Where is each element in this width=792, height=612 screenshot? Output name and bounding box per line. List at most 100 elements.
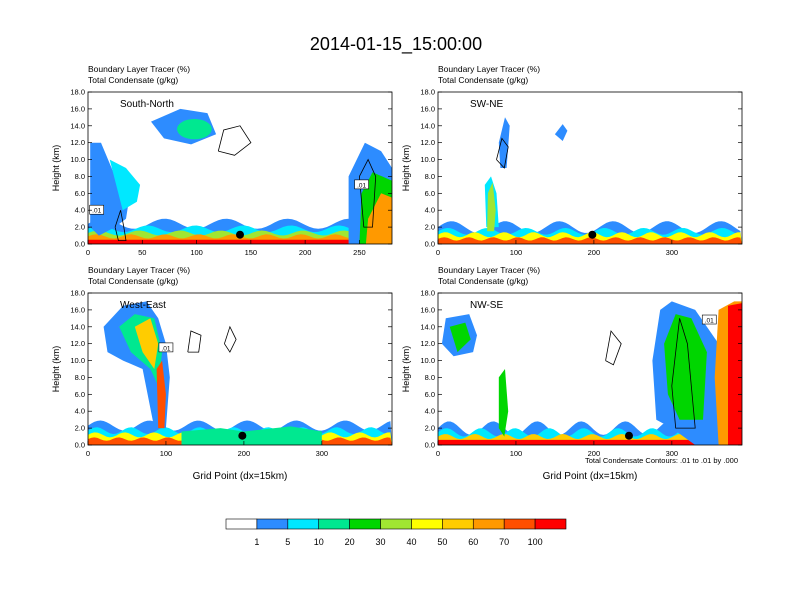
field-plume-core <box>487 182 496 232</box>
panel-label: West-East <box>120 300 166 311</box>
y-tick-label: 6.0 <box>75 390 85 399</box>
y-tick-label: 0.0 <box>425 240 435 249</box>
colorbar-label: 1 <box>254 537 259 547</box>
field-band-100 <box>438 439 742 445</box>
x-tick-label: 300 <box>666 248 679 257</box>
panel-subtitle: Boundary Layer Tracer (%) <box>88 265 190 275</box>
contour-label-box <box>354 179 369 190</box>
field-low-cloud <box>181 426 322 445</box>
panel-subtitle: Total Condensate (g/kg) <box>438 75 528 85</box>
contour-label: .01 <box>705 318 714 325</box>
y-tick-label: 10.0 <box>70 155 85 164</box>
panel-label: South-North <box>120 99 174 110</box>
panel-subtitle: Total Condensate (g/kg) <box>88 276 178 286</box>
panel-subtitle: Total Condensate (g/kg) <box>438 276 528 286</box>
y-tick-label: 12.0 <box>420 138 435 147</box>
contour-label-box <box>89 204 104 215</box>
y-axis-label: Height (km) <box>401 346 411 393</box>
field-cloud-upper-core <box>177 119 212 140</box>
y-tick-label: 4.0 <box>75 407 85 416</box>
colorbar-label: 100 <box>528 537 543 547</box>
x-tick-label: 100 <box>160 449 173 458</box>
colorbar-label: 20 <box>345 537 355 547</box>
colorbar-swatch <box>225 518 258 530</box>
location-marker <box>624 431 633 440</box>
figure-title: 2014-01-15_15:00:00 <box>310 34 482 55</box>
contour-sw-ne-1 <box>496 137 509 169</box>
colorbar-label: 5 <box>285 537 290 547</box>
x-tick-label: 300 <box>666 449 679 458</box>
contour-label: .01 <box>357 182 366 189</box>
y-tick-label: 14.0 <box>70 322 85 331</box>
contour-south-north-2 <box>217 125 252 156</box>
y-tick-label: 6.0 <box>75 189 85 198</box>
x-tick-label: 100 <box>510 248 523 257</box>
field-band-80 <box>438 237 742 244</box>
panel-4: .01.01.0101002003000.02.04.06.08.010.012… <box>401 265 758 482</box>
panel-2: 0 100 200 300 0.0 2.0 4.0 6.0 8.0 10.0 12.0 14.0 16.… <box>401 64 743 257</box>
y-tick-label: 4.0 <box>425 206 435 215</box>
contour-label-box <box>701 314 717 325</box>
colorbar-swatch <box>380 518 412 530</box>
x-tick-label: 250 <box>353 248 366 257</box>
x-tick-label: 200 <box>588 449 601 458</box>
panel-subtitle: Boundary Layer Tracer (%) <box>438 64 540 74</box>
y-tick-label: 2.0 <box>425 424 435 433</box>
field-cloud-small <box>554 124 568 141</box>
y-tick-label: 12.0 <box>70 138 85 147</box>
y-tick-label: 16.0 <box>70 104 85 113</box>
contour-note: Total Condensate Contours: .01 to .01 by… <box>585 456 738 465</box>
field-right-column-core <box>728 303 742 445</box>
field-column-core <box>156 360 166 429</box>
contour-west-east-1 <box>187 330 202 353</box>
y-tick-label: 18.0 <box>70 88 85 97</box>
y-tick-label: 18.0 <box>420 88 435 97</box>
x-tick-label: 0 <box>436 449 440 458</box>
y-tick-label: 2.0 <box>75 424 85 433</box>
y-tick-label: 16.0 <box>420 104 435 113</box>
plot-frame <box>87 91 393 245</box>
colorbar-label: 50 <box>437 537 447 547</box>
plot-frame <box>437 292 743 446</box>
y-axis-label: Height (km) <box>51 346 61 393</box>
field-layer: .01.01.01 <box>438 301 758 445</box>
x-tick-label: 100 <box>510 449 523 458</box>
y-tick-label: 0.0 <box>75 240 85 249</box>
field-anvil-core <box>134 318 159 369</box>
location-marker <box>238 431 247 440</box>
colorbar-label: 10 <box>314 537 324 547</box>
contour-label: .01 <box>161 345 170 352</box>
y-tick-label: 10.0 <box>420 356 435 365</box>
x-tick-label: 200 <box>588 248 601 257</box>
field-cloud-left-core <box>449 322 471 353</box>
field-band-100 <box>88 239 392 244</box>
colorbar-swatch <box>318 518 350 530</box>
y-tick-label: 10.0 <box>420 155 435 164</box>
y-tick-label: 8.0 <box>425 172 435 181</box>
x-tick-label: 100 <box>190 248 203 257</box>
y-tick-label: 12.0 <box>70 339 85 348</box>
colorbar-swatch <box>256 518 289 530</box>
y-tick-label: 14.0 <box>70 121 85 130</box>
y-tick-label: 6.0 <box>425 189 435 198</box>
contour-label: .01 <box>749 409 758 416</box>
panel-subtitle: Boundary Layer Tracer (%) <box>88 64 190 74</box>
y-tick-label: 8.0 <box>425 373 435 382</box>
y-tick-label: 0.0 <box>425 441 435 450</box>
panel-subtitle: Total Condensate (g/kg) <box>88 75 178 85</box>
x-axis-label: Grid Point (dx=15km) <box>193 471 288 482</box>
colorbar-label: 30 <box>376 537 386 547</box>
plot-area <box>438 92 742 244</box>
panel-subtitle: Boundary Layer Tracer (%) <box>438 265 540 275</box>
colorbar-label: 40 <box>406 537 416 547</box>
y-tick-label: 16.0 <box>70 305 85 314</box>
colorbar-swatch <box>534 518 567 530</box>
colorbar-swatch <box>503 518 536 530</box>
location-marker <box>588 230 597 239</box>
y-tick-label: 0.0 <box>75 441 85 450</box>
colorbar-swatch <box>472 518 505 530</box>
colorbar-label: 70 <box>499 537 509 547</box>
plot-frame <box>87 292 393 446</box>
y-tick-label: 16.0 <box>420 305 435 314</box>
